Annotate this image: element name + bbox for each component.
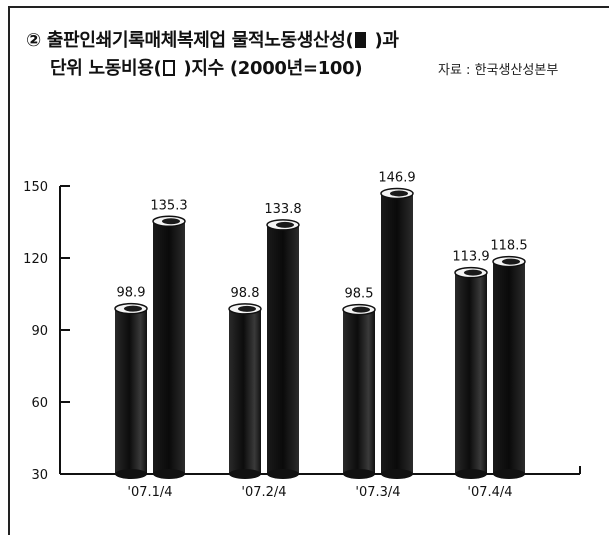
productivity-bar-cap-inner	[238, 305, 256, 312]
productivity-bar	[115, 308, 147, 474]
title-text-part3: 단위 노동비용(	[50, 58, 162, 79]
labor-cost-bar-cap-inner	[162, 218, 180, 225]
labor-cost-legend-marker-icon	[163, 60, 176, 76]
frame-border-top	[8, 6, 609, 8]
labor-cost-value-label: 135.3	[150, 198, 187, 213]
labor-cost-bar-cap-inner	[276, 221, 294, 228]
labor-cost-bar	[493, 261, 525, 474]
x-tick-label: '07.1/4	[127, 485, 172, 500]
chart-title-line2: 단위 노동비용( )지수 (2000년=100)	[50, 54, 363, 80]
labor-cost-bar-cap-inner	[390, 190, 408, 197]
labor-cost-bar	[381, 193, 413, 474]
productivity-bar-cap-inner	[464, 269, 482, 276]
productivity-value-label: 98.8	[231, 286, 260, 301]
y-tick-label: 120	[23, 252, 48, 267]
title-text-part4: )지수 (2000년=100)	[177, 58, 363, 79]
labor-cost-bar-cap-inner	[502, 258, 520, 265]
labor-cost-value-label: 133.8	[264, 202, 301, 217]
productivity-value-label: 98.5	[345, 287, 374, 302]
x-tick-label: '07.3/4	[355, 485, 400, 500]
productivity-bar-cap-inner	[124, 305, 142, 312]
y-tick-label: 30	[31, 468, 48, 483]
title-text-part2: )과	[368, 30, 399, 51]
productivity-value-label: 98.9	[117, 286, 146, 301]
productivity-bar-base	[455, 469, 487, 479]
labor-cost-value-label: 118.5	[490, 239, 527, 254]
productivity-bar-base	[343, 469, 375, 479]
labor-cost-bar-base	[381, 469, 413, 479]
productivity-bar	[455, 272, 487, 474]
labor-cost-value-label: 146.9	[378, 170, 415, 185]
labor-cost-bar	[267, 224, 299, 474]
labor-cost-bar-base	[493, 469, 525, 479]
productivity-bar-base	[115, 469, 147, 479]
productivity-legend-marker-icon	[355, 32, 367, 48]
x-tick-label: '07.4/4	[467, 485, 512, 500]
frame-border-left	[8, 6, 10, 535]
labor-cost-bar-base	[153, 469, 185, 479]
productivity-bar-base	[229, 469, 261, 479]
productivity-bar	[343, 309, 375, 474]
labor-cost-bar-base	[267, 469, 299, 479]
y-tick-label: 90	[31, 324, 48, 339]
y-tick-label: 60	[31, 396, 48, 411]
labor-cost-bar	[153, 221, 185, 474]
x-tick-label: '07.2/4	[241, 485, 286, 500]
productivity-bar	[229, 308, 261, 474]
y-tick-label: 150	[23, 180, 48, 195]
title-text-part1: ② 출판인쇄기록매체복제업 물적노동생산성(	[26, 30, 354, 51]
productivity-bar-cap-inner	[352, 306, 370, 313]
chart-title-line1: ② 출판인쇄기록매체복제업 물적노동생산성( )과	[26, 26, 399, 52]
source-note: 자료 : 한국생산성본부	[438, 63, 559, 78]
productivity-value-label: 113.9	[452, 250, 489, 265]
